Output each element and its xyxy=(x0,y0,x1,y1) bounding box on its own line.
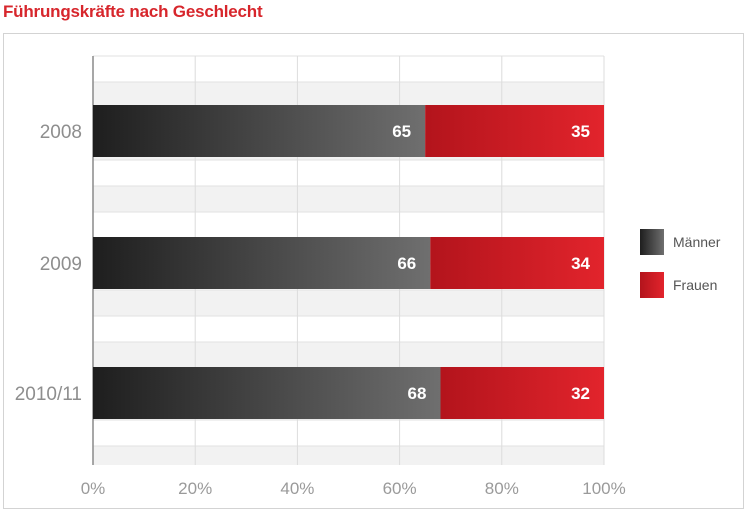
bar-value-label: 68 xyxy=(408,384,427,403)
bar-frauen xyxy=(425,105,604,157)
background-band xyxy=(93,316,604,342)
x-axis-labels: 0% 20% 40% 60% 80% 100% xyxy=(81,479,626,498)
legend-swatch xyxy=(640,229,664,255)
bar-maenner xyxy=(93,237,431,289)
legend: Männer Frauen xyxy=(640,229,721,298)
bar-value-label: 34 xyxy=(571,254,590,273)
background-band xyxy=(93,160,604,186)
x-tick-label: 40% xyxy=(280,479,314,498)
y-axis-labels: 2008 2009 2010/11 xyxy=(15,122,82,405)
background-band xyxy=(93,342,604,368)
bar-frauen xyxy=(430,237,604,289)
legend-label: Frauen xyxy=(673,277,717,293)
background-band xyxy=(93,212,604,238)
bars: 65 35 66 34 68 32 xyxy=(93,105,604,419)
x-tick-label: 20% xyxy=(178,479,212,498)
y-tick-label: 2008 xyxy=(40,122,82,143)
background-band xyxy=(93,82,604,108)
background-band xyxy=(93,186,604,212)
x-tick-label: 0% xyxy=(81,479,106,498)
bar-value-label: 32 xyxy=(571,384,590,403)
x-tick-label: 60% xyxy=(383,479,417,498)
x-tick-label: 80% xyxy=(485,479,519,498)
background-band xyxy=(93,446,604,465)
bar-frauen xyxy=(440,367,604,419)
bar-value-label: 66 xyxy=(397,254,416,273)
y-tick-label: 2009 xyxy=(40,254,82,275)
bar-maenner xyxy=(93,367,441,419)
legend-swatch xyxy=(640,272,664,298)
chart-title: Führungskräfte nach Geschlecht xyxy=(3,2,263,21)
bar-value-label: 65 xyxy=(392,122,411,141)
x-tick-label: 100% xyxy=(582,479,625,498)
y-tick-label: 2010/11 xyxy=(15,384,82,405)
bar-value-label: 35 xyxy=(571,122,590,141)
background-band xyxy=(93,56,604,82)
background-band xyxy=(93,290,604,316)
legend-label: Männer xyxy=(673,234,721,250)
bar-maenner xyxy=(93,105,426,157)
background-band xyxy=(93,420,604,446)
